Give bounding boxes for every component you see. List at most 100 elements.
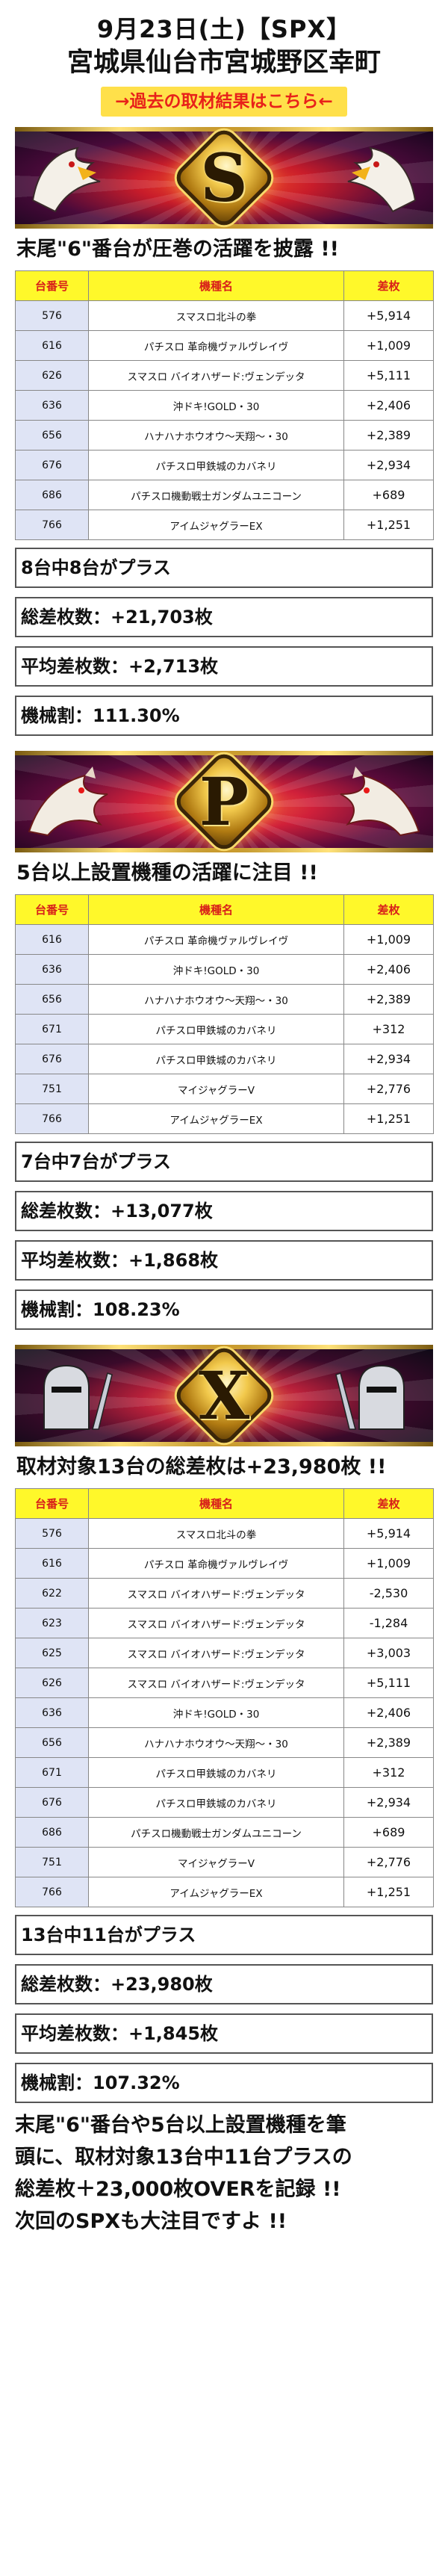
table-row: 616 パチスロ 革命機ヴァルヴレイヴ +1,009: [15, 924, 434, 955]
coin-difference: +2,389: [343, 1727, 434, 1758]
machine-number: 676: [15, 1787, 89, 1818]
machine-number: 623: [15, 1608, 89, 1638]
coin-difference: +2,934: [343, 450, 434, 480]
table-row: 676 パチスロ甲鉄城のカバネリ +2,934: [15, 1787, 434, 1818]
machine-name: アイムジャグラーEX: [88, 1103, 344, 1134]
average-difference: 平均差枚数：+1,868枚: [15, 1240, 433, 1281]
machine-number: 636: [15, 954, 89, 985]
machine-number: 676: [15, 450, 89, 480]
table-row: 626 スマスロ バイオハザード:ヴェンデッタ +5,111: [15, 360, 434, 391]
table-row: 656 ハナハナホウオウ～天翔～・30 +2,389: [15, 420, 434, 451]
coin-difference: +2,776: [343, 1074, 434, 1104]
table-row: 576 スマスロ北斗の拳 +5,914: [15, 300, 434, 331]
column-header-no: 台番号: [15, 1488, 89, 1519]
machine-name: スマスロ バイオハザード:ヴェンデッタ: [88, 1668, 344, 1698]
coin-difference: +5,111: [343, 360, 434, 391]
machine-number: 676: [15, 1044, 89, 1074]
machine-name: マイジャグラーV: [88, 1074, 344, 1104]
coin-difference: +5,111: [343, 1668, 434, 1698]
banner-s: S: [15, 127, 433, 229]
coin-difference: +1,251: [343, 510, 434, 540]
coin-difference: +3,003: [343, 1638, 434, 1668]
table-row: 766 アイムジャグラーEX +1,251: [15, 1877, 434, 1907]
machine-number: 766: [15, 1877, 89, 1907]
machine-name: パチスロ 革命機ヴァルヴレイヴ: [88, 1548, 344, 1579]
machine-name: パチスロ甲鉄城のカバネリ: [88, 1787, 344, 1818]
machine-number: 751: [15, 1074, 89, 1104]
column-header-name: 機種名: [88, 894, 344, 925]
machine-name: スマスロ北斗の拳: [88, 1518, 344, 1549]
summary-line: 頭に、取材対象13台中11台プラスの: [15, 2146, 352, 2169]
summary-line: 次回のSPXも大注目ですよ !!: [15, 2210, 287, 2233]
machine-number: 616: [15, 924, 89, 955]
table-header-row: 台番号 機種名 差枚: [15, 894, 434, 925]
machine-name: 沖ドキ!GOLD・30: [88, 390, 344, 421]
machine-name: パチスロ甲鉄城のカバネリ: [88, 450, 344, 480]
column-header-name: 機種名: [88, 1488, 344, 1519]
machine-name: 沖ドキ!GOLD・30: [88, 954, 344, 985]
total-difference: 総差枚数：+23,980枚: [15, 1964, 433, 2004]
coin-difference: +1,009: [343, 330, 434, 361]
coin-difference: +689: [343, 480, 434, 510]
machine-number: 751: [15, 1847, 89, 1877]
machine-number: 576: [15, 300, 89, 331]
dragon-icon: [28, 767, 108, 837]
summary-line: 末尾"6"番台や5台以上設置機種を筆: [15, 2114, 346, 2137]
knight-icon: [43, 1364, 113, 1430]
total-difference: 総差枚数：+21,703枚: [15, 597, 433, 637]
payout-rate: 機械割：107.32%: [15, 2063, 433, 2103]
machine-number: 616: [15, 330, 89, 361]
machine-name: パチスロ甲鉄城のカバネリ: [88, 1757, 344, 1788]
machine-number: 766: [15, 510, 89, 540]
machine-number: 671: [15, 1757, 89, 1788]
machine-name: パチスロ機動戦士ガンダムユニコーン: [88, 480, 344, 510]
coin-difference: +2,406: [343, 390, 434, 421]
page: 9月23日(土)【SPX】 宮城県仙台市宮城野区幸町 →過去の取材結果はこちら←…: [15, 15, 434, 2233]
table-row: 656 ハナハナホウオウ～天翔～・30 +2,389: [15, 984, 434, 1015]
machine-name: スマスロ バイオハザード:ヴェンデッタ: [88, 1638, 344, 1668]
machine-name: パチスロ機動戦士ガンダムユニコーン: [88, 1817, 344, 1848]
machine-number: 656: [15, 984, 89, 1015]
section-title: 取材対象13台の総差枚は+23,980枚 !!: [16, 1455, 387, 1479]
banner-letter: X: [198, 1357, 250, 1434]
plus-count: 13台中11台がプラス: [15, 1915, 433, 1955]
banner-x: X: [15, 1345, 433, 1446]
table-row: 626 スマスロ バイオハザード:ヴェンデッタ +5,111: [15, 1668, 434, 1698]
payout-rate: 機械割：108.23%: [15, 1289, 433, 1330]
table-row: 676 パチスロ甲鉄城のカバネリ +2,934: [15, 450, 434, 480]
column-header-diff: 差枚: [343, 270, 434, 301]
coin-difference: -2,530: [343, 1578, 434, 1609]
coin-difference: -1,284: [343, 1608, 434, 1638]
column-header-no: 台番号: [15, 894, 89, 925]
table-row: 616 パチスロ 革命機ヴァルヴレイヴ +1,009: [15, 1548, 434, 1579]
coin-difference: +1,009: [343, 1548, 434, 1579]
page-title-place: 宮城県仙台市宮城野区幸町: [66, 48, 381, 78]
coin-difference: +1,251: [343, 1103, 434, 1134]
machine-name: マイジャグラーV: [88, 1847, 344, 1877]
knight-icon: [335, 1364, 405, 1430]
machine-number: 626: [15, 360, 89, 391]
table-row: 625 スマスロ バイオハザード:ヴェンデッタ +3,003: [15, 1638, 434, 1668]
dragon-icon: [340, 767, 420, 837]
eagle-icon: [31, 146, 101, 213]
table-row: 576 スマスロ北斗の拳 +5,914: [15, 1518, 434, 1549]
machine-number: 766: [15, 1103, 89, 1134]
machine-number: 626: [15, 1668, 89, 1698]
coin-difference: +2,406: [343, 1697, 434, 1728]
table-row: 686 パチスロ機動戦士ガンダムユニコーン +689: [15, 1817, 434, 1848]
table-row: 656 ハナハナホウオウ～天翔～・30 +2,389: [15, 1727, 434, 1758]
machine-name: ハナハナホウオウ～天翔～・30: [88, 1727, 344, 1758]
machine-number: 686: [15, 1817, 89, 1848]
plus-count: 8台中8台がプラス: [15, 548, 433, 588]
coin-difference: +2,934: [343, 1044, 434, 1074]
machine-name: パチスロ 革命機ヴァルヴレイヴ: [88, 330, 344, 361]
machine-name: アイムジャグラーEX: [88, 1877, 344, 1907]
machine-name: パチスロ 革命機ヴァルヴレイヴ: [88, 924, 344, 955]
machine-number: 625: [15, 1638, 89, 1668]
table-row: 622 スマスロ バイオハザード:ヴェンデッタ -2,530: [15, 1578, 434, 1609]
machine-number: 686: [15, 480, 89, 510]
machine-name: パチスロ甲鉄城のカバネリ: [88, 1044, 344, 1074]
table-row: 636 沖ドキ!GOLD・30 +2,406: [15, 390, 434, 421]
results-table: 台番号 機種名 差枚 576 スマスロ北斗の拳 +5,914 616 パチスロ 革命機…: [15, 270, 434, 540]
past-results-link[interactable]: →過去の取材結果はこちら←: [101, 87, 347, 117]
